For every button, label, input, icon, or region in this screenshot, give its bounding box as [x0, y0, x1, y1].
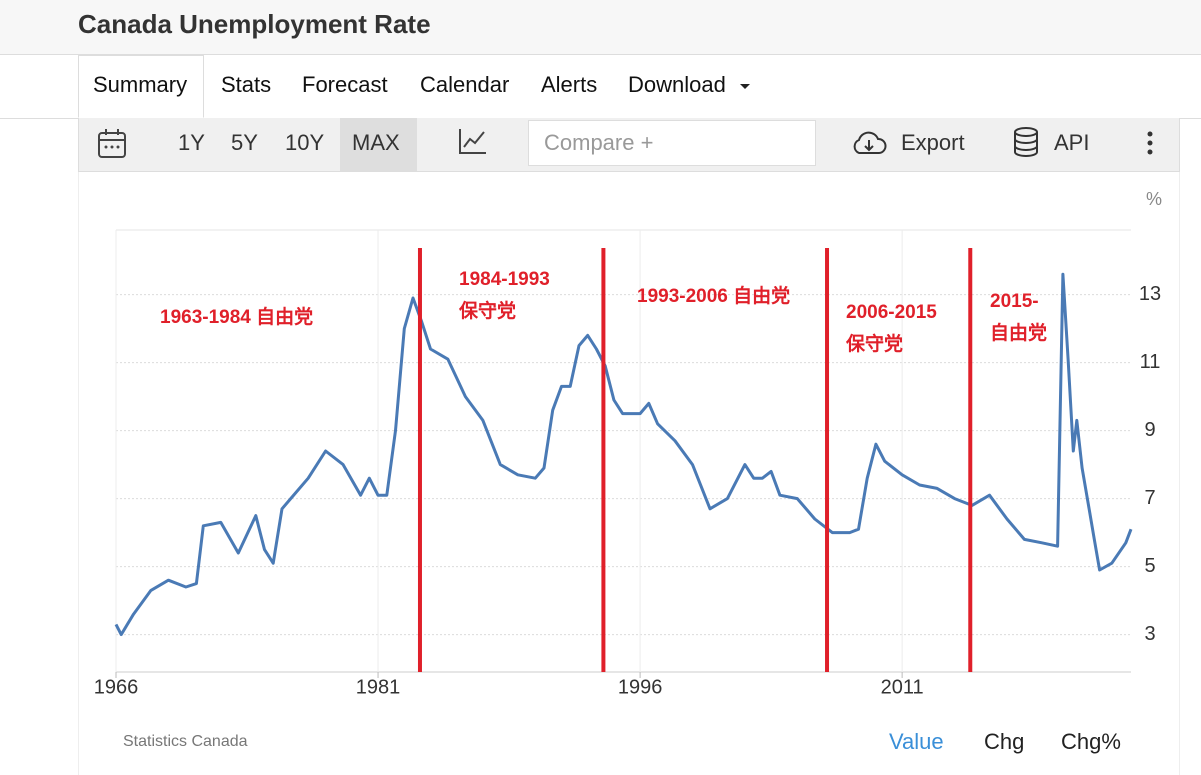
view-button[interactable]: Value: [889, 729, 944, 754]
period-label: 2015-: [990, 291, 1039, 312]
range-button[interactable]: 5Y: [231, 130, 258, 155]
tab[interactable]: Stats: [221, 72, 272, 97]
x-tick-label: 1966: [94, 676, 139, 698]
toolbar: 1Y 5Y 10Y MAX Compare + Export API: [78, 118, 1180, 172]
plot: % 3 5 7 9 11 13 1966 1981 1996 2011 1963-1984 自由党 19…: [94, 189, 1162, 699]
active-tab-box: [78, 55, 204, 118]
period-label: 自由党: [990, 321, 1047, 344]
active-range-bg: [340, 118, 417, 171]
y-tick-label: 9: [1144, 419, 1155, 441]
unit-label: %: [1146, 189, 1162, 209]
view-button[interactable]: Chg: [984, 729, 1025, 754]
data-line: [114, 272, 1133, 637]
page-title: Canada Unemployment Rate: [78, 9, 431, 39]
y-tick-label: 3: [1144, 623, 1155, 645]
tab[interactable]: Download: [628, 72, 726, 97]
dropdown-caret: [740, 84, 750, 89]
tab[interactable]: Calendar: [420, 72, 510, 97]
tab[interactable]: Forecast: [302, 72, 388, 97]
chart-area: [78, 172, 1180, 775]
y-tick-label: 13: [1139, 283, 1161, 305]
tab[interactable]: Summary: [93, 72, 188, 97]
compare-input[interactable]: Compare +: [528, 120, 816, 166]
x-tick-label: 2011: [881, 676, 924, 698]
tab-row: Summary Stats Forecast Calendar Alerts D…: [0, 55, 1201, 119]
period-label: 2006-2015: [846, 302, 937, 323]
compare-placeholder: Compare +: [544, 130, 654, 155]
top-bar: Canada Unemployment Rate: [0, 0, 1201, 55]
export-button[interactable]: Export: [901, 130, 965, 155]
api-icon[interactable]: [1012, 126, 1040, 158]
tab[interactable]: Alerts: [541, 72, 598, 97]
period-label: 保守党: [845, 332, 903, 355]
chart: % 3 5 7 9 11 13 1966 1981 1996 2011 1963-1984 自由党 19…: [94, 189, 1162, 699]
api-button[interactable]: API: [1054, 130, 1090, 155]
range-button[interactable]: 10Y: [285, 130, 325, 155]
period-label: 1984-1993: [459, 269, 550, 290]
period-label: 1993-2006 自由党: [637, 284, 790, 307]
chart-type-icon[interactable]: [458, 127, 488, 155]
source: Statistics Canada: [123, 733, 248, 750]
period-label: 1963-1984 自由党: [160, 305, 313, 328]
range-button[interactable]: 1Y: [178, 130, 205, 155]
y-tick-label: 11: [1140, 351, 1161, 373]
export-icon[interactable]: [850, 128, 888, 158]
y-tick-label: 7: [1144, 487, 1155, 509]
x-tick-label: 1996: [618, 676, 663, 698]
more-icon[interactable]: [1145, 131, 1155, 157]
view-button[interactable]: Chg%: [1061, 729, 1121, 754]
range-button[interactable]: MAX: [352, 130, 400, 155]
calendar-icon[interactable]: [97, 128, 127, 160]
x-tick-label: 1981: [356, 676, 401, 698]
y-tick-label: 5: [1144, 555, 1155, 577]
period-label: 保守党: [458, 299, 516, 322]
